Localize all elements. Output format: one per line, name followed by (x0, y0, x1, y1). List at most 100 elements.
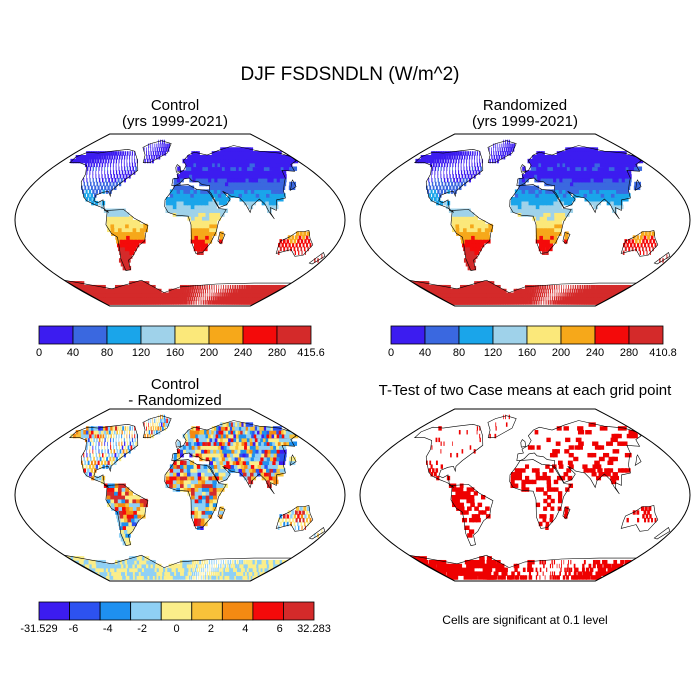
coastline-madagascar (562, 232, 571, 245)
colorbar-tick-label: 280 (267, 347, 287, 359)
coastline-africa (164, 184, 227, 254)
coastline-australia (620, 230, 659, 257)
coastline-northAmerica (413, 148, 484, 213)
colorbar-swatch (160, 601, 193, 621)
colorbar-swatch (106, 325, 142, 345)
colorbar-swatch (191, 601, 223, 621)
panel-title-ttest: T-Test of two Case means at each grid po… (355, 383, 695, 399)
figure-title: DJF FSDSNDLN (W/m^2) (240, 64, 460, 85)
colorbar-tick-label: 32.283 (297, 623, 331, 635)
coastline-eurasia (516, 420, 642, 495)
colorbar-tick-label: -31.529 (20, 623, 58, 635)
colorbar-tick-label: 120 (483, 347, 503, 359)
map-field (408, 139, 671, 306)
colorbar-swatch (594, 325, 630, 345)
coastline-newZealand (653, 252, 671, 265)
coastline-antarctica (408, 554, 638, 581)
colorbar-tick-label: 0 (387, 347, 395, 359)
coastline-southAmerica (450, 484, 494, 546)
colorbar-randomized (390, 325, 664, 345)
colorbar-swatch (130, 601, 162, 621)
coastline-madagascar (217, 507, 226, 520)
coastline-southAmerica (105, 209, 149, 271)
colorbar-tick-label: 2 (207, 623, 214, 635)
map-ttest (359, 408, 691, 582)
panel-title-ttest-main: T-Test of two Case means at each grid po… (378, 382, 672, 399)
coastline-australia (620, 505, 659, 532)
coastline-uk (175, 164, 182, 173)
coastline-madagascar (562, 507, 571, 520)
map-control (14, 133, 346, 307)
colorbar-tick-label: 40 (66, 347, 80, 359)
colorbar-tick-label: 160 (517, 347, 537, 359)
coastline-newZealand (308, 527, 326, 540)
map-randomized (359, 133, 691, 307)
coastline-newZealand (308, 252, 326, 265)
colorbar-tick-label: 160 (165, 347, 185, 359)
coastline-japan (289, 454, 297, 467)
panel-title-difference: Control - Randomized (40, 377, 310, 409)
colorbar-swatch (38, 601, 70, 621)
colorbar-swatch (99, 601, 132, 621)
colorbar-difference (38, 601, 315, 621)
coastline-australia (275, 230, 314, 257)
coastline-eurasia (171, 420, 297, 495)
coastline-uk (520, 164, 527, 173)
map-border (14, 408, 346, 582)
colorbar-swatch (283, 601, 315, 621)
colorbar-swatch (390, 325, 426, 345)
colorbar-tick-label: 200 (551, 347, 571, 359)
colorbar-swatch (560, 325, 596, 345)
significance-footnote: Cells are significant at 0.1 level (442, 613, 608, 627)
map-border (14, 133, 346, 307)
colorbar-control (38, 325, 312, 345)
colorbar-tick-label: 0 (35, 347, 43, 359)
colorbar-tick-label: 120 (131, 347, 151, 359)
colorbar-swatch (38, 325, 74, 345)
coastline-japan (634, 179, 642, 192)
coastline-eurasia (171, 145, 297, 220)
coastline-antarctica (63, 554, 293, 581)
colorbar-swatch (276, 325, 312, 345)
colorbar-swatch (69, 601, 101, 621)
colorbar-tick-label: 200 (199, 347, 219, 359)
colorbar-swatch (242, 325, 278, 345)
colorbar-tick-label: 40 (418, 347, 432, 359)
colorbar-tick-label: 410.8 (649, 347, 677, 359)
panel-title-randomized: Randomized (yrs 1999-2021) (390, 98, 660, 130)
colorbar-tick-label: -6 (68, 623, 79, 635)
map-field (408, 414, 671, 581)
map-border (359, 133, 691, 307)
coastline-japan (289, 179, 297, 192)
coastline-uk (175, 439, 182, 448)
colorbar-swatch (458, 325, 494, 345)
coastline-africa (164, 459, 227, 529)
colorbar-swatch (140, 325, 176, 345)
colorbar-tick-label: 240 (585, 347, 605, 359)
colorbar-tick-label: 415.6 (297, 347, 325, 359)
panel-title-difference-sub: - Randomized (128, 392, 222, 409)
colorbar-swatch (526, 325, 562, 345)
colorbar-swatch (628, 325, 664, 345)
coastline-antarctica (408, 279, 638, 306)
coastline-greenland (142, 415, 172, 438)
colorbar-difference-labels: -31.529 -6 -4 -2 0 2 4 6 32.283 (20, 623, 330, 637)
map-border (359, 408, 691, 582)
colorbar-tick-label: -2 (137, 623, 148, 635)
coastline-uk (520, 439, 527, 448)
panel-title-control-main: Control (150, 97, 200, 114)
coastline-northAmerica (413, 423, 484, 488)
colorbar-tick-label: 280 (619, 347, 639, 359)
coastline-australia (275, 505, 314, 532)
coastline-eurasia (516, 145, 642, 220)
panel-title-randomized-main: Randomized (482, 97, 568, 114)
colorbar-tick-label: -4 (102, 623, 113, 635)
colorbar-swatch (208, 325, 244, 345)
panel-title-difference-main: Control (150, 376, 200, 393)
coastline-southAmerica (105, 484, 149, 546)
colorbar-tick-label: 240 (233, 347, 253, 359)
colorbar-tick-label: 4 (242, 623, 249, 635)
coastline-greenland (487, 415, 517, 438)
coastline-northAmerica (68, 148, 139, 213)
coastline-northAmerica (68, 423, 139, 488)
